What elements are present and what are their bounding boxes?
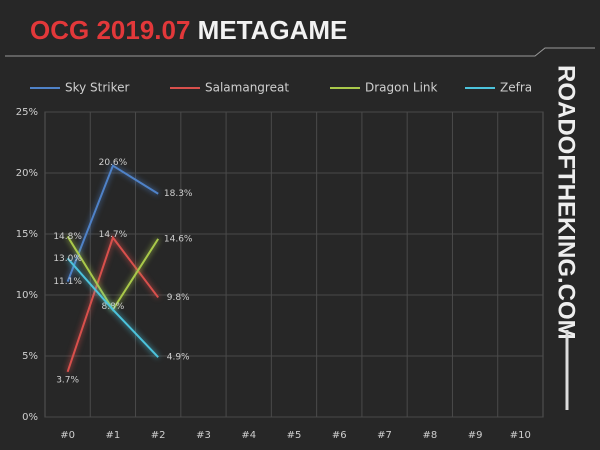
series-line [66, 235, 159, 373]
x-tick-label: #6 [332, 430, 347, 441]
chart-title: OCG 2019.07 METAGAME [30, 15, 347, 45]
y-tick-label: 0% [22, 412, 38, 423]
series-line [66, 257, 159, 358]
data-label: 3.7% [56, 375, 79, 385]
series-line [66, 164, 159, 282]
x-tick-label: #4 [241, 430, 256, 441]
title-part: OCG 2019.07 [30, 15, 190, 45]
data-label: 14.8% [53, 232, 82, 242]
data-label: 14.6% [164, 234, 193, 244]
decor-line [5, 47, 595, 57]
x-tick-label: #8 [422, 430, 437, 441]
y-tick-label: 20% [16, 168, 38, 179]
x-tick-label: #1 [106, 430, 121, 441]
data-label: 18.3% [164, 189, 193, 199]
y-tick-label: 25% [16, 107, 38, 118]
y-tick-label: 5% [22, 351, 38, 362]
side-text: ROADOFTHEKING.COM [553, 65, 580, 340]
legend-label: Salamangreat [205, 81, 289, 95]
legend-label: Sky Striker [65, 81, 130, 95]
x-tick-label: #5 [287, 430, 302, 441]
data-label: 11.1% [53, 277, 82, 287]
data-label: 9.8% [167, 293, 190, 303]
x-tick-label: #7 [377, 430, 392, 441]
data-label: 20.6% [99, 158, 128, 168]
x-tick-label: #3 [196, 430, 211, 441]
data-label: 13.0% [53, 254, 82, 264]
legend-label: Zefra [500, 81, 532, 95]
y-tick-label: 15% [16, 229, 38, 240]
x-tick-label: #9 [468, 430, 483, 441]
x-tick-label: #2 [151, 430, 166, 441]
legend-label: Dragon Link [365, 81, 438, 95]
data-label: 4.9% [167, 353, 190, 363]
data-label: 8.8% [101, 302, 124, 312]
x-tick-label: #0 [60, 430, 75, 441]
data-label: 14.7% [99, 230, 128, 240]
x-tick-label: #10 [510, 430, 531, 441]
title-part: METAGAME [198, 15, 348, 45]
y-tick-label: 10% [16, 290, 38, 301]
